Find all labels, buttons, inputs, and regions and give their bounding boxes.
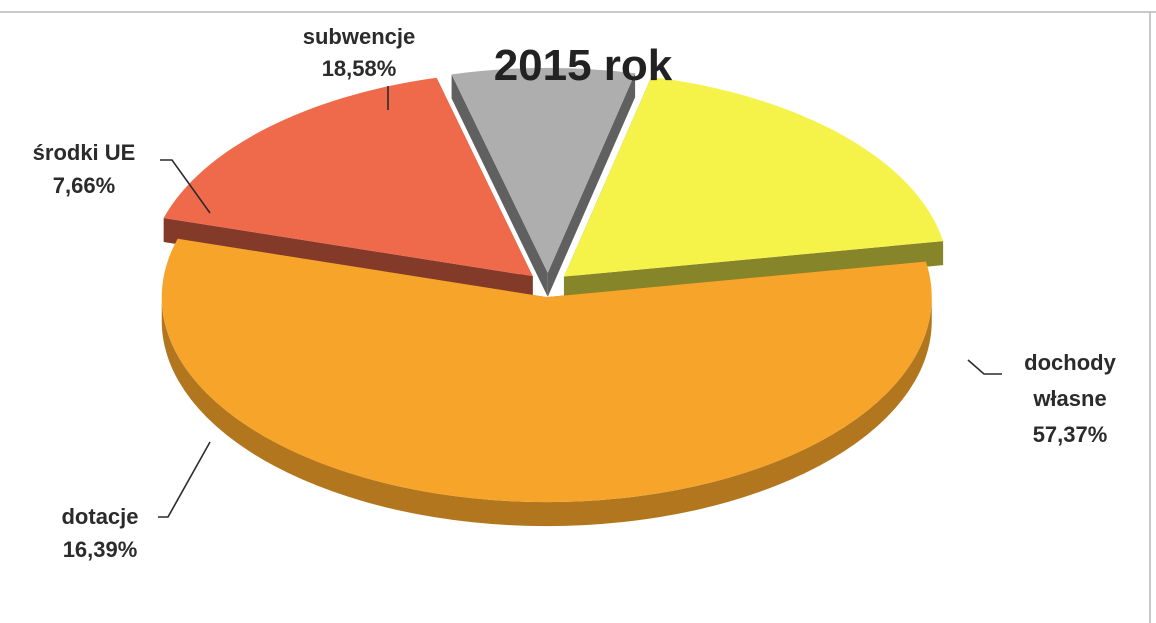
label-srodki-name: środki UE — [33, 140, 136, 165]
chart-title: 2015 rok — [494, 41, 673, 90]
label-subwencje-name: subwencje — [303, 24, 415, 49]
wedge--rodki-ue — [451, 67, 636, 273]
wedge-subwencje — [563, 77, 944, 277]
leader-line-dochody — [967, 359, 1002, 375]
wedge-dochody-w-asne — [161, 238, 932, 503]
leader-line-srodki — [160, 159, 211, 214]
label-dotacje-name: dotacje — [61, 504, 138, 529]
wedge-dotacje — [163, 77, 533, 277]
label-dochody-name-2: własne — [1032, 386, 1106, 411]
label-dochody-value: 57,37% — [1033, 422, 1108, 447]
label-dotacje-value: 16,39% — [63, 537, 138, 562]
label-subwencje-value: 18,58% — [322, 56, 397, 81]
label-srodki-value: 7,66% — [53, 173, 115, 198]
label-dochody-name-1: dochody — [1024, 350, 1116, 375]
wedge-cut--rodki-ue-0 — [451, 74, 548, 297]
leader-line-dotacje — [158, 441, 211, 518]
wedge-cut-subwencje-1 — [563, 241, 944, 301]
wedge-cut--rodki-ue-1 — [547, 73, 636, 297]
pie-wedges — [161, 67, 944, 527]
wedge-cut-dotacje-0 — [163, 217, 533, 301]
